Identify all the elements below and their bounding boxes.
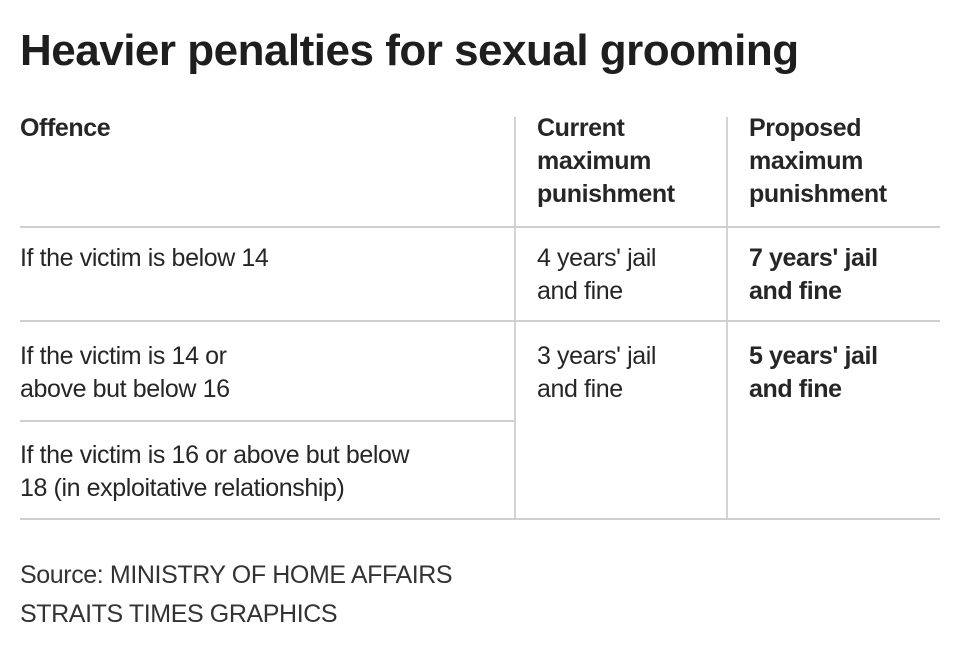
column-divider <box>726 117 728 519</box>
row-3-offence: If the victim is 16 or above but below 1… <box>20 439 410 505</box>
row-2-proposed: 5 years' jail and fine <box>749 340 878 406</box>
cell-line: and fine <box>749 375 842 403</box>
header-line: Proposed <box>749 114 862 142</box>
header-line: punishment <box>749 180 887 208</box>
row-divider <box>20 420 515 422</box>
row-1-proposed: 7 years' jail and fine <box>749 242 878 308</box>
page-title: Heavier penalties for sexual grooming <box>20 26 799 75</box>
cell-line: above but below 16 <box>20 375 230 403</box>
cell-line: and fine <box>537 277 623 305</box>
cell-line: 7 years' jail <box>749 244 878 272</box>
column-divider <box>514 117 516 519</box>
header-current: Current maximum punishment <box>537 112 675 211</box>
row-1-current: 4 years' jail and fine <box>537 242 656 308</box>
row-1-offence: If the victim is below 14 <box>20 242 269 275</box>
graphics-credit: STRAITS TIMES GRAPHICS <box>20 600 338 628</box>
header-line: Current <box>537 114 625 142</box>
cell-line: If the victim is below 14 <box>20 244 269 272</box>
header-proposed: Proposed maximum punishment <box>749 112 887 211</box>
header-line: maximum <box>537 147 651 175</box>
cell-line: and fine <box>537 375 623 403</box>
cell-line: If the victim is 14 or <box>20 342 227 370</box>
header-line: punishment <box>537 180 675 208</box>
row-divider <box>20 226 940 228</box>
row-2-current: 3 years' jail and fine <box>537 340 656 406</box>
row-divider <box>20 320 940 322</box>
source-note: Source: MINISTRY OF HOME AFFAIRS <box>20 561 453 589</box>
cell-line: 4 years' jail <box>537 244 657 272</box>
cell-line: If the victim is 16 or above but below <box>20 441 410 469</box>
cell-line: 3 years' jail <box>537 342 657 370</box>
header-offence: Offence <box>20 114 111 142</box>
cell-line: 18 (in exploitative relationship) <box>20 474 345 502</box>
row-2-offence: If the victim is 14 or above but below 1… <box>20 340 230 406</box>
header-line: maximum <box>749 147 863 175</box>
cell-line: 5 years' jail <box>749 342 878 370</box>
cell-line: and fine <box>749 277 842 305</box>
table-bottom-border <box>20 518 940 520</box>
